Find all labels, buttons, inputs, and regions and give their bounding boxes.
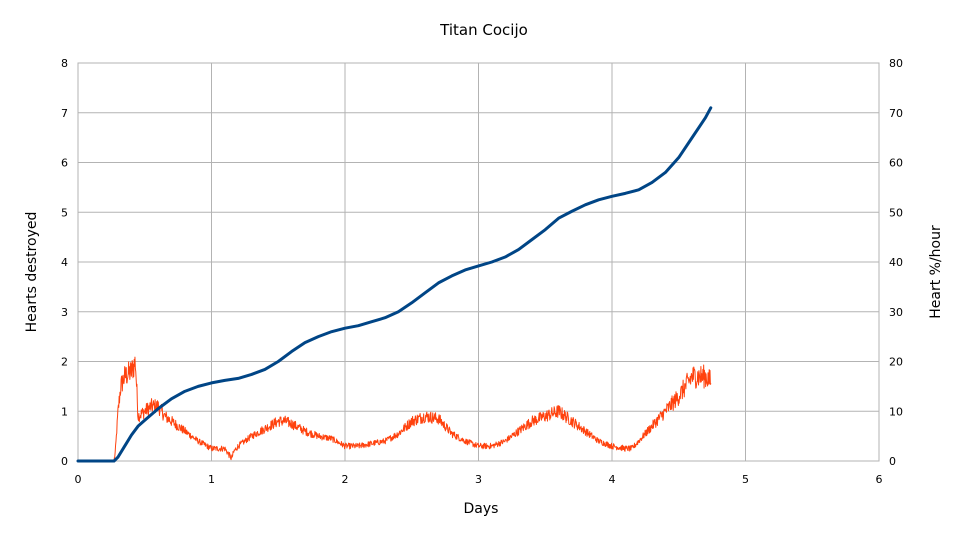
x-tick-label: 5 [742, 473, 749, 486]
y2-tick-label: 70 [889, 107, 903, 120]
series-layer [76, 106, 713, 463]
x-axis-title: Days [464, 501, 499, 517]
y2-tick-label: 50 [889, 206, 903, 219]
y-tick-label: 4 [61, 256, 68, 269]
x-tick-labels: 0 1 2 3 4 5 6 [75, 473, 883, 486]
y2-tick-label: 80 [889, 57, 903, 70]
y-tick-label: 3 [61, 306, 68, 319]
y-axis-title: Hearts destroyed [24, 212, 40, 333]
y2-axis-title: Heart %/hour [928, 225, 944, 319]
series-line-hearts-destroyed [76, 106, 713, 463]
y-tick-labels: 0 1 2 3 4 5 6 7 8 [61, 57, 68, 468]
y-tick-label: 8 [61, 57, 68, 70]
y-tick-label: 2 [61, 356, 68, 369]
x-tick-label: 1 [208, 473, 215, 486]
x-tick-label: 6 [876, 473, 883, 486]
x-tick-label: 3 [475, 473, 482, 486]
y2-tick-label: 30 [889, 306, 903, 319]
plot-frame [77, 62, 880, 462]
x-tick-label: 0 [75, 473, 82, 486]
y2-tick-label: 10 [889, 405, 903, 418]
y2-tick-label: 40 [889, 256, 903, 269]
series-line-heart-rate [77, 356, 712, 462]
x-tick-label: 4 [609, 473, 616, 486]
x-tick-label: 2 [342, 473, 349, 486]
y2-tick-label: 0 [889, 455, 896, 468]
y-tick-label: 7 [61, 107, 68, 120]
y-tick-label: 0 [61, 455, 68, 468]
y-tick-label: 6 [61, 157, 68, 170]
chart-title: Titan Cocijo [439, 21, 528, 39]
y2-tick-label: 60 [889, 157, 903, 170]
gridlines [77, 62, 880, 462]
y2-tick-label: 20 [889, 356, 903, 369]
y-tick-label: 5 [61, 206, 68, 219]
y-tick-label: 1 [61, 405, 68, 418]
y2-tick-labels: 0 10 20 30 40 50 60 70 80 [889, 57, 903, 468]
